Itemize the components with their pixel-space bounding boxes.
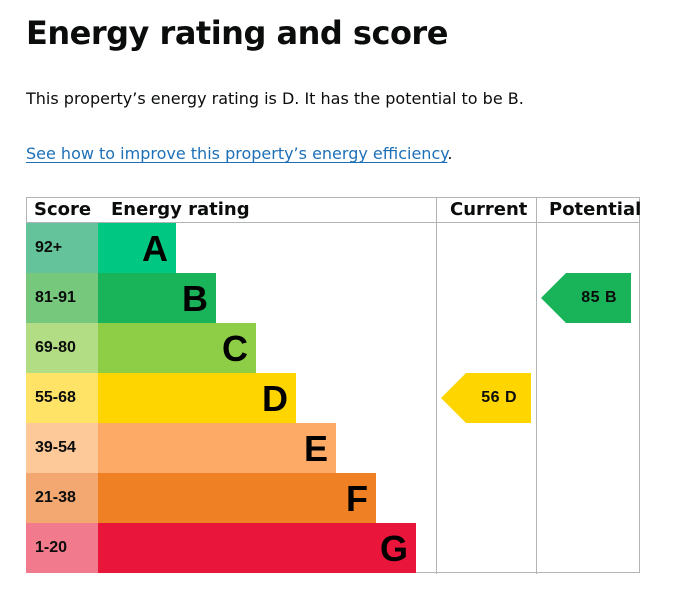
band-score-range: 92+ — [26, 223, 98, 273]
band-score-range: 21-38 — [26, 473, 98, 523]
band-bar-c: C — [98, 323, 256, 373]
potential-marker-label: 85 B — [581, 289, 617, 306]
band-bar-f: F — [98, 473, 376, 523]
band-bar-d: D — [98, 373, 296, 423]
band-bar-a: A — [98, 223, 176, 273]
band-letter: G — [379, 528, 408, 569]
current-marker-arrow — [441, 373, 531, 423]
band-row-b: 81-91 B — [26, 273, 436, 323]
current-column-divider — [436, 197, 437, 574]
band-row-f: 21-38 F — [26, 473, 436, 523]
band-score-range: 1-20 — [26, 523, 98, 573]
improve-link-line: See how to improve this property’s energ… — [26, 144, 453, 163]
current-rating-marker: 56 D — [441, 373, 531, 423]
rating-summary: This property’s energy rating is D. It h… — [26, 89, 524, 108]
header-divider — [26, 222, 640, 223]
band-score-range: 81-91 — [26, 273, 98, 323]
band-score-range: 39-54 — [26, 423, 98, 473]
band-letter: E — [303, 428, 328, 469]
potential-column-divider — [536, 197, 537, 574]
band-letter: F — [346, 478, 368, 519]
band-row-d: 55-68 D — [26, 373, 436, 423]
potential-rating-marker: 85 B — [541, 273, 631, 323]
energy-rating-chart: Score Energy rating Current Potential 92… — [26, 197, 641, 574]
current-column-header: Current — [450, 199, 528, 220]
band-letter: D — [262, 378, 288, 419]
band-score-range: 69-80 — [26, 323, 98, 373]
band-row-a: 92+ A — [26, 223, 436, 273]
band-bar-b: B — [98, 273, 216, 323]
improve-efficiency-link[interactable]: See how to improve this property’s energ… — [26, 144, 448, 163]
potential-marker-arrow — [541, 273, 631, 323]
band-letter: B — [182, 278, 208, 319]
band-letter: C — [222, 328, 248, 369]
potential-column-header: Potential — [549, 199, 642, 220]
band-bar-g: G — [98, 523, 416, 573]
score-column-header: Score — [34, 199, 92, 220]
rating-column-header: Energy rating — [111, 199, 250, 220]
band-bar-e: E — [98, 423, 336, 473]
link-suffix: . — [447, 144, 453, 163]
band-row-e: 39-54 E — [26, 423, 436, 473]
band-score-range: 55-68 — [26, 373, 98, 423]
current-marker-label: 56 D — [481, 389, 517, 406]
band-row-g: 1-20 G — [26, 523, 436, 573]
band-row-c: 69-80 C — [26, 323, 436, 373]
band-letter: A — [142, 228, 168, 269]
page-title: Energy rating and score — [26, 14, 448, 52]
